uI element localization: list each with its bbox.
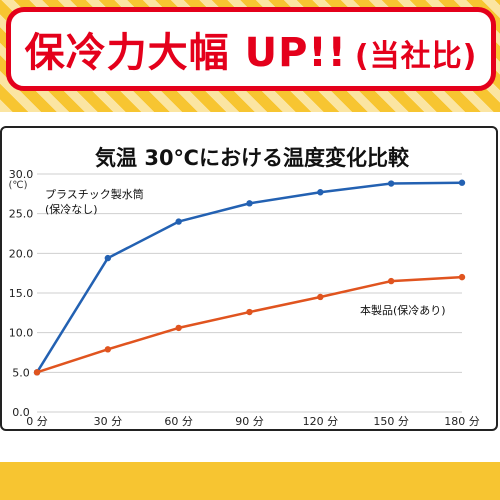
data-point	[387, 180, 395, 187]
data-point	[33, 369, 41, 376]
x-tick-label: 150 分	[373, 415, 409, 428]
x-tick-label: 120 分	[303, 415, 339, 428]
data-point	[246, 200, 253, 207]
y-tick-label: 20.0	[9, 247, 34, 260]
banner-background: 保冷力大幅 UP!! (当社比)	[0, 0, 500, 112]
data-point	[458, 273, 466, 281]
data-point	[317, 189, 324, 196]
series-line-1	[36, 275, 463, 374]
data-point	[458, 179, 466, 186]
headline: 保冷力大幅 UP!! (当社比)	[25, 20, 478, 78]
headline-box: 保冷力大幅 UP!! (当社比)	[6, 7, 496, 91]
y-tick-label: 0.0	[12, 406, 30, 419]
series-label-0: (保冷なし)	[45, 202, 98, 216]
headline-text: 保冷力大幅 UP!!	[24, 30, 347, 76]
data-point	[175, 218, 182, 225]
series-label-0: プラスチック製水筒	[45, 187, 144, 201]
series-line-0	[35, 181, 463, 373]
x-tick-label: 60 分	[164, 415, 193, 428]
x-tick-label: 0 分	[26, 415, 48, 428]
headline-suffix: (当社比)	[354, 39, 478, 74]
x-tick-label: 180 分	[444, 415, 480, 428]
data-point	[104, 254, 112, 262]
data-point	[246, 308, 253, 316]
x-tick-label: 30 分	[94, 415, 123, 428]
data-point	[104, 346, 112, 353]
y-tick-label: 5.0	[12, 366, 30, 379]
temperature-chart: 気温 30℃における温度変化比較 (℃) 0.0 5.0 10.0 15.0 20.0 2…	[8, 146, 480, 428]
footer-band	[0, 462, 500, 500]
series-label-1: 本製品(保冷あり)	[360, 303, 446, 317]
data-point	[175, 324, 182, 332]
data-point	[387, 277, 395, 285]
y-tick-label: 15.0	[9, 287, 34, 300]
y-tick-label: 25.0	[9, 208, 34, 221]
chart-title: 気温 30℃における温度変化比較	[95, 146, 410, 170]
chart-panel: 気温 30℃における温度変化比較 (℃) 0.0 5.0 10.0 15.0 20.0 2…	[0, 126, 498, 431]
data-point	[317, 293, 324, 301]
x-tick-label: 90 分	[235, 415, 264, 428]
y-axis-unit-label: (℃)	[8, 180, 27, 191]
y-tick-label: 10.0	[9, 327, 34, 340]
y-tick-label: 30.0	[9, 168, 34, 181]
